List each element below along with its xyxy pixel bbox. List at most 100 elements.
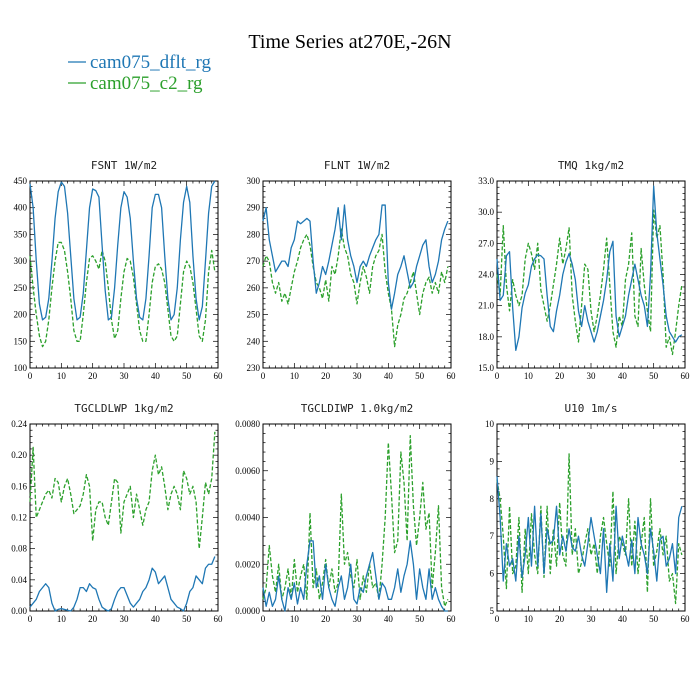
x-tick-label: 0 — [28, 371, 33, 381]
x-tick-label: 50 — [415, 614, 425, 624]
y-tick-label: 0.0080 — [235, 419, 260, 429]
x-tick-label: 40 — [618, 371, 628, 381]
y-tick-label: 0.0020 — [235, 559, 260, 569]
y-tick-label: 260 — [247, 283, 261, 293]
y-tick-label: 24.0 — [478, 270, 494, 280]
panel-title: FSNT 1W/m2 — [91, 159, 157, 172]
y-tick-label: 8 — [490, 494, 495, 504]
legend: cam075_dflt_rg cam075_c2_rg — [68, 52, 212, 94]
panel-title: TGCLDLWP 1kg/m2 — [74, 402, 173, 415]
x-tick-label: 30 — [353, 614, 363, 624]
y-tick-label: 0.0060 — [235, 466, 260, 476]
x-tick-label: 60 — [681, 614, 691, 624]
x-tick-label: 0 — [495, 371, 500, 381]
y-tick-label: 9 — [490, 456, 495, 466]
plot-frame — [262, 423, 452, 612]
y-tick-label: 240 — [247, 336, 261, 346]
y-tick-label: 7 — [490, 531, 495, 541]
y-tick-label: 15.0 — [478, 363, 494, 373]
y-tick-label: 290 — [247, 203, 261, 213]
y-tick-label: 0.0040 — [235, 513, 260, 523]
y-tick-label: 6 — [490, 569, 495, 579]
y-tick-label: 230 — [247, 363, 261, 373]
series-line-cam075_c2_rg — [496, 209, 683, 356]
x-tick-label: 20 — [555, 614, 565, 624]
x-tick-label: 10 — [524, 371, 534, 381]
chart-panel-3: TGCLDLWP 1kg/m2 0 10 20 30 40 50 60 0.00 0.04 0.08… — [11, 402, 223, 624]
panel-title: U10 1m/s — [565, 402, 618, 415]
x-tick-label: 40 — [384, 371, 394, 381]
y-tick-label: 0.0000 — [235, 606, 260, 616]
x-tick-label: 20 — [321, 371, 331, 381]
y-tick-label: 0.04 — [11, 575, 27, 585]
x-tick-label: 30 — [587, 371, 597, 381]
x-tick-label: 40 — [151, 614, 161, 624]
x-tick-label: 30 — [120, 371, 130, 381]
x-tick-label: 50 — [415, 371, 425, 381]
y-tick-label: 400 — [14, 203, 28, 213]
x-tick-label: 10 — [290, 371, 300, 381]
chart-panel-5: U10 1m/s 0 10 20 30 40 50 60 5 6 7 8 9 10 — [485, 402, 690, 624]
series-line-cam075_dflt_rg — [262, 204, 449, 310]
series-line-cam075_c2_rg — [496, 453, 683, 605]
x-tick-label: 60 — [447, 371, 457, 381]
x-tick-label: 20 — [88, 614, 98, 624]
chart-panel-0: FSNT 1W/m2 0 10 20 30 40 50 60 100 150 200 250 300 35… — [14, 159, 224, 381]
x-tick-label: 20 — [555, 371, 565, 381]
x-tick-label: 50 — [182, 371, 192, 381]
series-line-cam075_dflt_rg — [496, 185, 683, 351]
x-tick-label: 30 — [120, 614, 130, 624]
x-tick-label: 40 — [151, 371, 161, 381]
x-tick-label: 20 — [88, 371, 98, 381]
series-line-cam075_c2_rg — [262, 228, 449, 348]
y-tick-label: 270 — [247, 256, 261, 266]
x-tick-label: 60 — [447, 614, 457, 624]
y-tick-label: 280 — [247, 229, 261, 239]
x-tick-label: 50 — [182, 614, 192, 624]
y-tick-label: 5 — [490, 606, 495, 616]
y-tick-label: 0.08 — [11, 544, 27, 554]
plot-frame — [496, 180, 686, 369]
y-tick-label: 33.0 — [478, 176, 494, 186]
x-tick-label: 0 — [261, 614, 266, 624]
y-tick-label: 30.0 — [478, 207, 494, 217]
x-tick-label: 40 — [618, 614, 628, 624]
y-tick-label: 100 — [14, 363, 28, 373]
x-tick-label: 30 — [587, 614, 597, 624]
plot-frame — [262, 180, 452, 369]
y-tick-label: 0.12 — [11, 513, 27, 523]
chart-panel-1: FLNT 1W/m2 0 10 20 30 40 50 60 230 240 250 260 270 28… — [247, 159, 457, 381]
y-tick-label: 27.0 — [478, 238, 494, 248]
x-tick-label: 0 — [495, 614, 500, 624]
x-tick-label: 40 — [384, 614, 394, 624]
x-tick-label: 10 — [57, 614, 67, 624]
x-tick-label: 10 — [290, 614, 300, 624]
figure-title: Time Series at270E,-26N — [248, 31, 451, 53]
series-line-cam075_dflt_rg — [29, 180, 216, 321]
plot-frame — [29, 423, 219, 612]
x-tick-label: 50 — [649, 614, 659, 624]
x-tick-label: 0 — [28, 614, 33, 624]
y-tick-label: 0.00 — [11, 606, 27, 616]
panel-title: TMQ 1kg/m2 — [558, 159, 624, 172]
y-tick-label: 450 — [14, 176, 28, 186]
y-tick-label: 350 — [14, 229, 28, 239]
x-tick-label: 10 — [57, 371, 67, 381]
series-line-cam075_dflt_rg — [29, 556, 216, 612]
x-tick-label: 60 — [214, 614, 224, 624]
x-tick-label: 0 — [261, 371, 266, 381]
series-line-cam075_c2_rg — [29, 241, 216, 348]
legend-label-dflt: cam075_dflt_rg — [90, 52, 212, 73]
panel-grid: FSNT 1W/m20 10 20 30 40 50 6010015020025030035… — [11, 159, 690, 624]
x-tick-label: 30 — [353, 371, 363, 381]
x-tick-label: 50 — [649, 371, 659, 381]
y-tick-label: 18.0 — [478, 332, 494, 342]
chart-panel-4: TGCLDIWP 1.0kg/m2 0 10 20 30 40 50 60 0.0000 0.00… — [235, 402, 456, 624]
y-tick-label: 21.0 — [478, 301, 494, 311]
y-tick-label: 300 — [247, 176, 261, 186]
y-tick-label: 300 — [14, 256, 28, 266]
panel-title: FLNT 1W/m2 — [324, 159, 390, 172]
legend-label-c2: cam075_c2_rg — [90, 73, 203, 94]
y-tick-label: 10 — [485, 419, 495, 429]
